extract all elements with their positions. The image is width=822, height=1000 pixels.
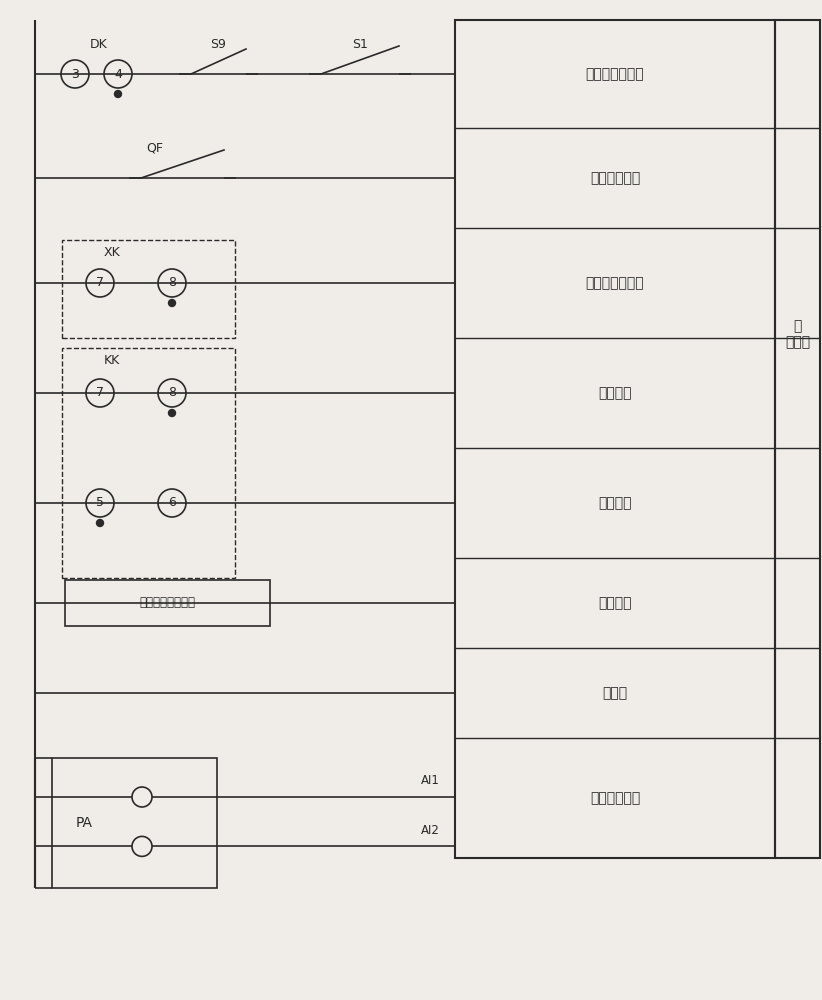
Text: 7: 7 <box>96 386 104 399</box>
Circle shape <box>169 300 176 306</box>
Text: 电机电流输出: 电机电流输出 <box>590 791 640 805</box>
Text: 电机保护动作信号: 电机保护动作信号 <box>140 596 196 609</box>
Bar <box>62 348 235 578</box>
Text: 8: 8 <box>168 276 176 290</box>
Bar <box>455 20 775 858</box>
Circle shape <box>169 410 176 416</box>
Text: 8: 8 <box>168 386 176 399</box>
Text: 3: 3 <box>71 68 79 81</box>
Text: KK: KK <box>104 354 120 366</box>
Text: 高压柜允许起动: 高压柜允许起动 <box>586 67 644 81</box>
Text: XK: XK <box>104 245 120 258</box>
Bar <box>775 20 820 858</box>
Text: 允许计算机控制: 允许计算机控制 <box>586 276 644 290</box>
Circle shape <box>114 91 122 98</box>
Text: QF: QF <box>146 141 164 154</box>
Bar <box>65 580 270 626</box>
Bar <box>52 758 217 888</box>
Text: 机旁停机: 机旁停机 <box>598 496 632 510</box>
Text: 6: 6 <box>168 496 176 510</box>
Text: S9: S9 <box>210 37 226 50</box>
Text: 4: 4 <box>114 68 122 81</box>
Text: S1: S1 <box>352 37 368 50</box>
Text: 机旁起动: 机旁起动 <box>598 386 632 400</box>
Bar <box>62 240 235 338</box>
Text: 5: 5 <box>96 496 104 510</box>
Text: 电机故障: 电机故障 <box>598 596 632 610</box>
Text: PA: PA <box>76 816 93 830</box>
Text: 电机运行状态: 电机运行状态 <box>590 171 640 185</box>
Text: 7: 7 <box>96 276 104 290</box>
Text: DK: DK <box>90 37 108 50</box>
Text: 公共端: 公共端 <box>603 686 627 700</box>
Circle shape <box>96 520 104 526</box>
Text: AI1: AI1 <box>421 774 440 788</box>
Text: AI2: AI2 <box>421 824 440 837</box>
Text: 至
计算机: 至 计算机 <box>785 319 810 349</box>
